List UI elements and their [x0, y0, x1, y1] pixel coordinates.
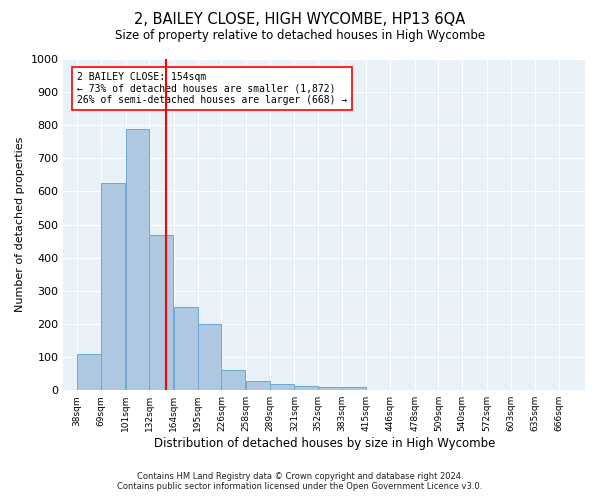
- Text: 2, BAILEY CLOSE, HIGH WYCOMBE, HP13 6QA: 2, BAILEY CLOSE, HIGH WYCOMBE, HP13 6QA: [134, 12, 466, 28]
- Bar: [246, 381, 270, 390]
- Bar: [318, 387, 342, 390]
- Bar: [221, 370, 245, 390]
- Text: Size of property relative to detached houses in High Wycombe: Size of property relative to detached ho…: [115, 29, 485, 42]
- Bar: [270, 384, 293, 390]
- X-axis label: Distribution of detached houses by size in High Wycombe: Distribution of detached houses by size …: [154, 437, 495, 450]
- Y-axis label: Number of detached properties: Number of detached properties: [15, 137, 25, 312]
- Bar: [101, 183, 125, 390]
- Text: 2 BAILEY CLOSE: 154sqm
← 73% of detached houses are smaller (1,872)
26% of semi-: 2 BAILEY CLOSE: 154sqm ← 73% of detached…: [77, 72, 347, 106]
- Bar: [125, 128, 149, 390]
- Bar: [77, 354, 101, 390]
- Text: Contains HM Land Registry data © Crown copyright and database right 2024.
Contai: Contains HM Land Registry data © Crown c…: [118, 472, 482, 491]
- Bar: [174, 308, 197, 390]
- Bar: [197, 324, 221, 390]
- Bar: [294, 386, 318, 390]
- Bar: [149, 234, 173, 390]
- Bar: [342, 387, 365, 390]
